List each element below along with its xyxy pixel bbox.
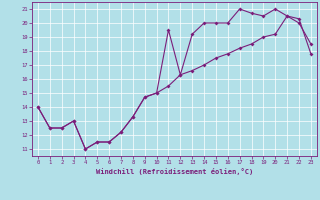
X-axis label: Windchill (Refroidissement éolien,°C): Windchill (Refroidissement éolien,°C) — [96, 168, 253, 175]
